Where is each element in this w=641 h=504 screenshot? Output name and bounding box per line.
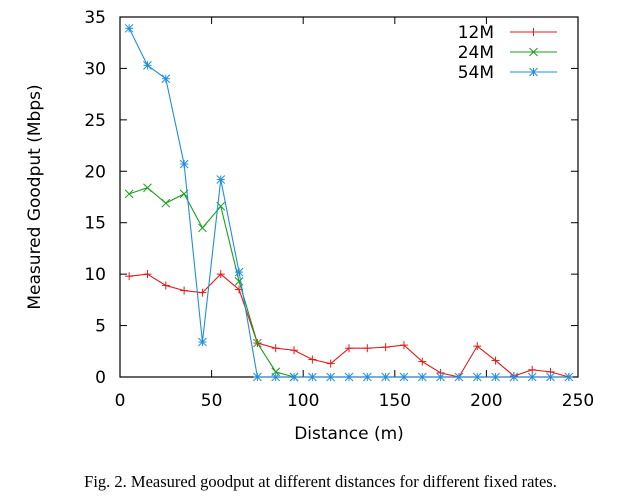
legend-entry-24M: 24M (458, 43, 557, 63)
figure-caption: Fig. 2. Measured goodput at different di… (84, 472, 557, 491)
data-point (362, 372, 372, 382)
plot-frame (119, 16, 579, 378)
data-point (198, 337, 207, 347)
data-point (529, 28, 538, 36)
data-point (344, 372, 354, 382)
data-point (418, 357, 427, 366)
data-point (234, 267, 244, 277)
data-point (180, 286, 189, 295)
data-point (253, 338, 262, 348)
data-point (472, 372, 482, 382)
x-tick-label: 150 (379, 391, 411, 411)
data-point (528, 365, 537, 374)
y-tick-label: 15 (84, 214, 106, 234)
data-point (143, 60, 152, 70)
data-point (381, 343, 390, 352)
data-point (399, 372, 409, 382)
data-point (564, 372, 574, 382)
legend-entry-54M: 54M (458, 63, 557, 83)
data-point (161, 198, 171, 208)
data-point (491, 356, 500, 365)
y-tick-label: 30 (84, 59, 106, 79)
series-layer (124, 23, 574, 382)
data-point (326, 372, 336, 382)
data-point (509, 372, 519, 382)
y-tick-label: 5 (95, 317, 106, 337)
data-point (289, 372, 299, 382)
data-point (271, 372, 281, 382)
x-tick-label: 250 (562, 391, 594, 411)
y-tick-label: 0 (95, 368, 106, 388)
x-tick-label: 200 (470, 391, 502, 411)
series-24M (124, 183, 299, 382)
data-point (216, 175, 226, 184)
data-point (417, 372, 427, 382)
series-line (129, 273, 569, 378)
x-tick-label: 100 (287, 391, 319, 411)
legend-entry-12M: 12M (458, 23, 557, 43)
data-point (124, 189, 134, 199)
data-point (326, 359, 335, 368)
data-point (491, 372, 500, 382)
series-54M (124, 23, 574, 382)
data-point (529, 47, 538, 57)
data-point (454, 372, 464, 382)
data-point (381, 372, 390, 382)
x-axis-label: Distance (m) (294, 424, 404, 444)
data-point (473, 342, 482, 351)
series-line (128, 28, 569, 378)
data-point (345, 344, 353, 353)
data-point (253, 372, 262, 382)
data-point (143, 183, 152, 193)
data-point (527, 372, 537, 382)
series-line (128, 187, 295, 378)
series-12M (125, 270, 573, 381)
y-tick-label: 25 (84, 111, 106, 131)
data-point (363, 344, 372, 353)
data-point (143, 270, 152, 279)
data-point (124, 23, 134, 33)
data-point (161, 281, 170, 290)
legend-label: 24M (458, 43, 494, 63)
data-point (308, 372, 317, 382)
data-point (546, 372, 555, 382)
y-tick-label: 10 (84, 265, 106, 285)
data-point (198, 288, 207, 297)
axis-ticks: 0 50 100 150 200 250 0 5 10 15 20 25 30 35 (84, 8, 594, 411)
y-axis-label: Measured Goodput (Mbps) (25, 84, 45, 309)
data-point (179, 159, 189, 169)
y-tick-label: 20 (84, 162, 106, 182)
data-point (399, 341, 408, 350)
data-point (216, 270, 225, 279)
data-point (234, 276, 244, 286)
data-point (198, 223, 207, 233)
data-point (161, 74, 171, 84)
data-point (436, 372, 445, 382)
legend-label: 12M (458, 23, 494, 43)
data-point (308, 355, 317, 364)
y-tick-label: 35 (84, 8, 106, 28)
x-tick-label: 50 (201, 391, 223, 411)
data-point (290, 346, 299, 355)
data-point (125, 272, 134, 281)
legend-label: 54M (458, 63, 494, 83)
x-tick-label: 0 (115, 391, 126, 411)
data-point (529, 67, 538, 77)
data-point (271, 344, 280, 353)
